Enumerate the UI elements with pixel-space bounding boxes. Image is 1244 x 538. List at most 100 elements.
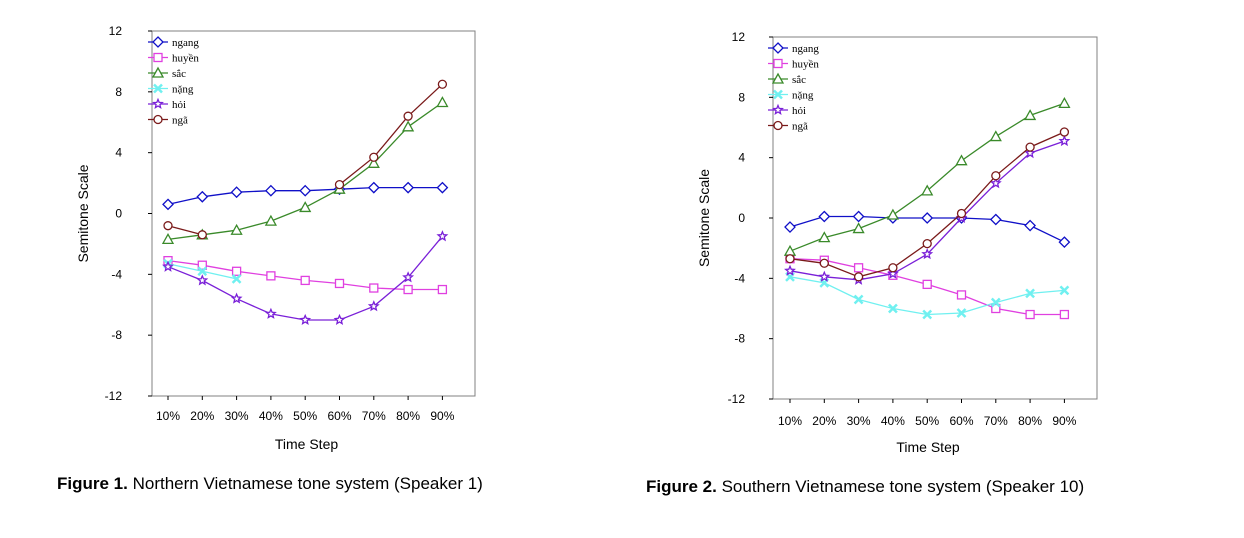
data-point <box>1025 309 1035 320</box>
legend-entry: sắc <box>148 66 186 80</box>
data-point <box>956 290 967 300</box>
legend-label: huyền <box>792 59 819 71</box>
data-point <box>956 308 967 318</box>
legend-label: ngang <box>172 37 199 49</box>
legend-label: sắc <box>172 68 186 80</box>
x-tick-label: 40% <box>259 409 283 423</box>
data-point <box>334 179 345 190</box>
data-point <box>230 186 243 199</box>
data-point <box>1058 134 1071 147</box>
data-point <box>886 208 900 220</box>
data-point <box>853 272 864 282</box>
data-point <box>1058 236 1071 249</box>
data-point <box>299 184 312 197</box>
x-tick-label: 10% <box>778 414 802 428</box>
legend-label: huyền <box>172 53 199 65</box>
data-point <box>921 248 934 260</box>
data-point <box>773 89 783 100</box>
data-point <box>436 230 449 242</box>
data-point <box>264 307 277 319</box>
caption-label: Figure 1. <box>57 474 128 493</box>
data-point <box>163 221 173 231</box>
legend-label: ngã <box>792 121 808 133</box>
data-point <box>196 274 209 286</box>
data-point <box>299 201 312 213</box>
x-tick-label: 20% <box>190 409 214 423</box>
x-tick-label: 50% <box>915 414 939 428</box>
chart-2: 12 8 4 0 -4 -8 -12 10% 20% 30% 40% 50% 60% 70% 80% 90% T… <box>696 30 1098 455</box>
y-tick-label: 0 <box>115 207 122 221</box>
data-point <box>1058 97 1071 109</box>
legend-entry: ngã <box>148 115 188 127</box>
legend-entry: huyền <box>768 59 819 71</box>
data-point <box>231 266 242 276</box>
data-point <box>1059 309 1070 320</box>
data-point <box>151 66 165 78</box>
y-tick-label: 8 <box>738 90 745 104</box>
x-tick-label: 80% <box>1018 414 1042 428</box>
data-point <box>1024 219 1037 232</box>
series-sắc <box>783 97 1071 256</box>
y-tick-label: 12 <box>732 30 746 44</box>
series-hỏi <box>162 230 449 325</box>
legend-label: ngang <box>792 43 819 55</box>
data-point <box>161 233 175 245</box>
data-point <box>991 171 1001 181</box>
data-point <box>921 212 934 224</box>
data-point <box>153 83 163 94</box>
x-tick-label: 90% <box>1052 414 1076 428</box>
data-point <box>922 279 932 290</box>
legend-label: nặng <box>172 84 194 96</box>
data-point <box>403 284 413 295</box>
data-point <box>264 184 277 197</box>
data-point <box>1025 142 1035 152</box>
data-point <box>888 303 898 314</box>
data-point <box>230 223 243 235</box>
data-point <box>231 274 242 284</box>
data-point <box>437 284 448 295</box>
data-point <box>784 221 796 233</box>
x-tick-label: 80% <box>396 409 420 423</box>
y-tick-label: -12 <box>105 389 123 403</box>
data-point <box>153 52 163 63</box>
series-line <box>167 83 443 236</box>
data-point <box>853 294 864 305</box>
chart-1: 12 8 4 0 -4 -8 -12 10% 20% 30% 40% 50% 60% 70% 80% 90% T… <box>75 24 476 452</box>
data-point <box>819 258 829 268</box>
caption-text: Northern Vietnamese tone system (Speaker… <box>127 474 483 493</box>
y-tick-label: 8 <box>115 85 122 99</box>
legend-entry: hỏi <box>148 97 186 111</box>
data-point <box>196 190 209 203</box>
data-point <box>1023 109 1037 121</box>
data-point <box>436 181 449 194</box>
series-nặng <box>785 271 1070 320</box>
data-point <box>989 130 1002 142</box>
y-tick-label: 4 <box>738 151 745 165</box>
data-point <box>852 222 865 234</box>
x-tick-label: 70% <box>362 409 386 423</box>
data-point <box>1059 285 1070 296</box>
data-point <box>300 275 310 286</box>
data-point <box>401 120 415 132</box>
data-point <box>197 266 208 277</box>
data-point <box>922 309 933 320</box>
data-point <box>402 181 415 194</box>
y-tick-label: -12 <box>728 392 746 406</box>
data-point <box>197 260 207 270</box>
x-tick-label: 40% <box>881 414 905 428</box>
data-point <box>266 271 276 281</box>
data-point <box>853 263 864 273</box>
x-tick-label: 90% <box>430 409 454 423</box>
y-axis-label: Semitone Scale <box>75 164 91 262</box>
x-axis-label: Time Step <box>275 436 338 452</box>
data-point <box>771 72 785 84</box>
y-axis-label: Semitone Scale <box>696 169 712 267</box>
data-point <box>402 271 415 283</box>
legend-entry: huyền <box>148 53 199 65</box>
data-point <box>818 270 831 282</box>
x-tick-label: 10% <box>156 409 180 423</box>
data-point <box>162 198 174 211</box>
data-point <box>436 96 449 108</box>
y-tick-label: 12 <box>109 24 123 38</box>
